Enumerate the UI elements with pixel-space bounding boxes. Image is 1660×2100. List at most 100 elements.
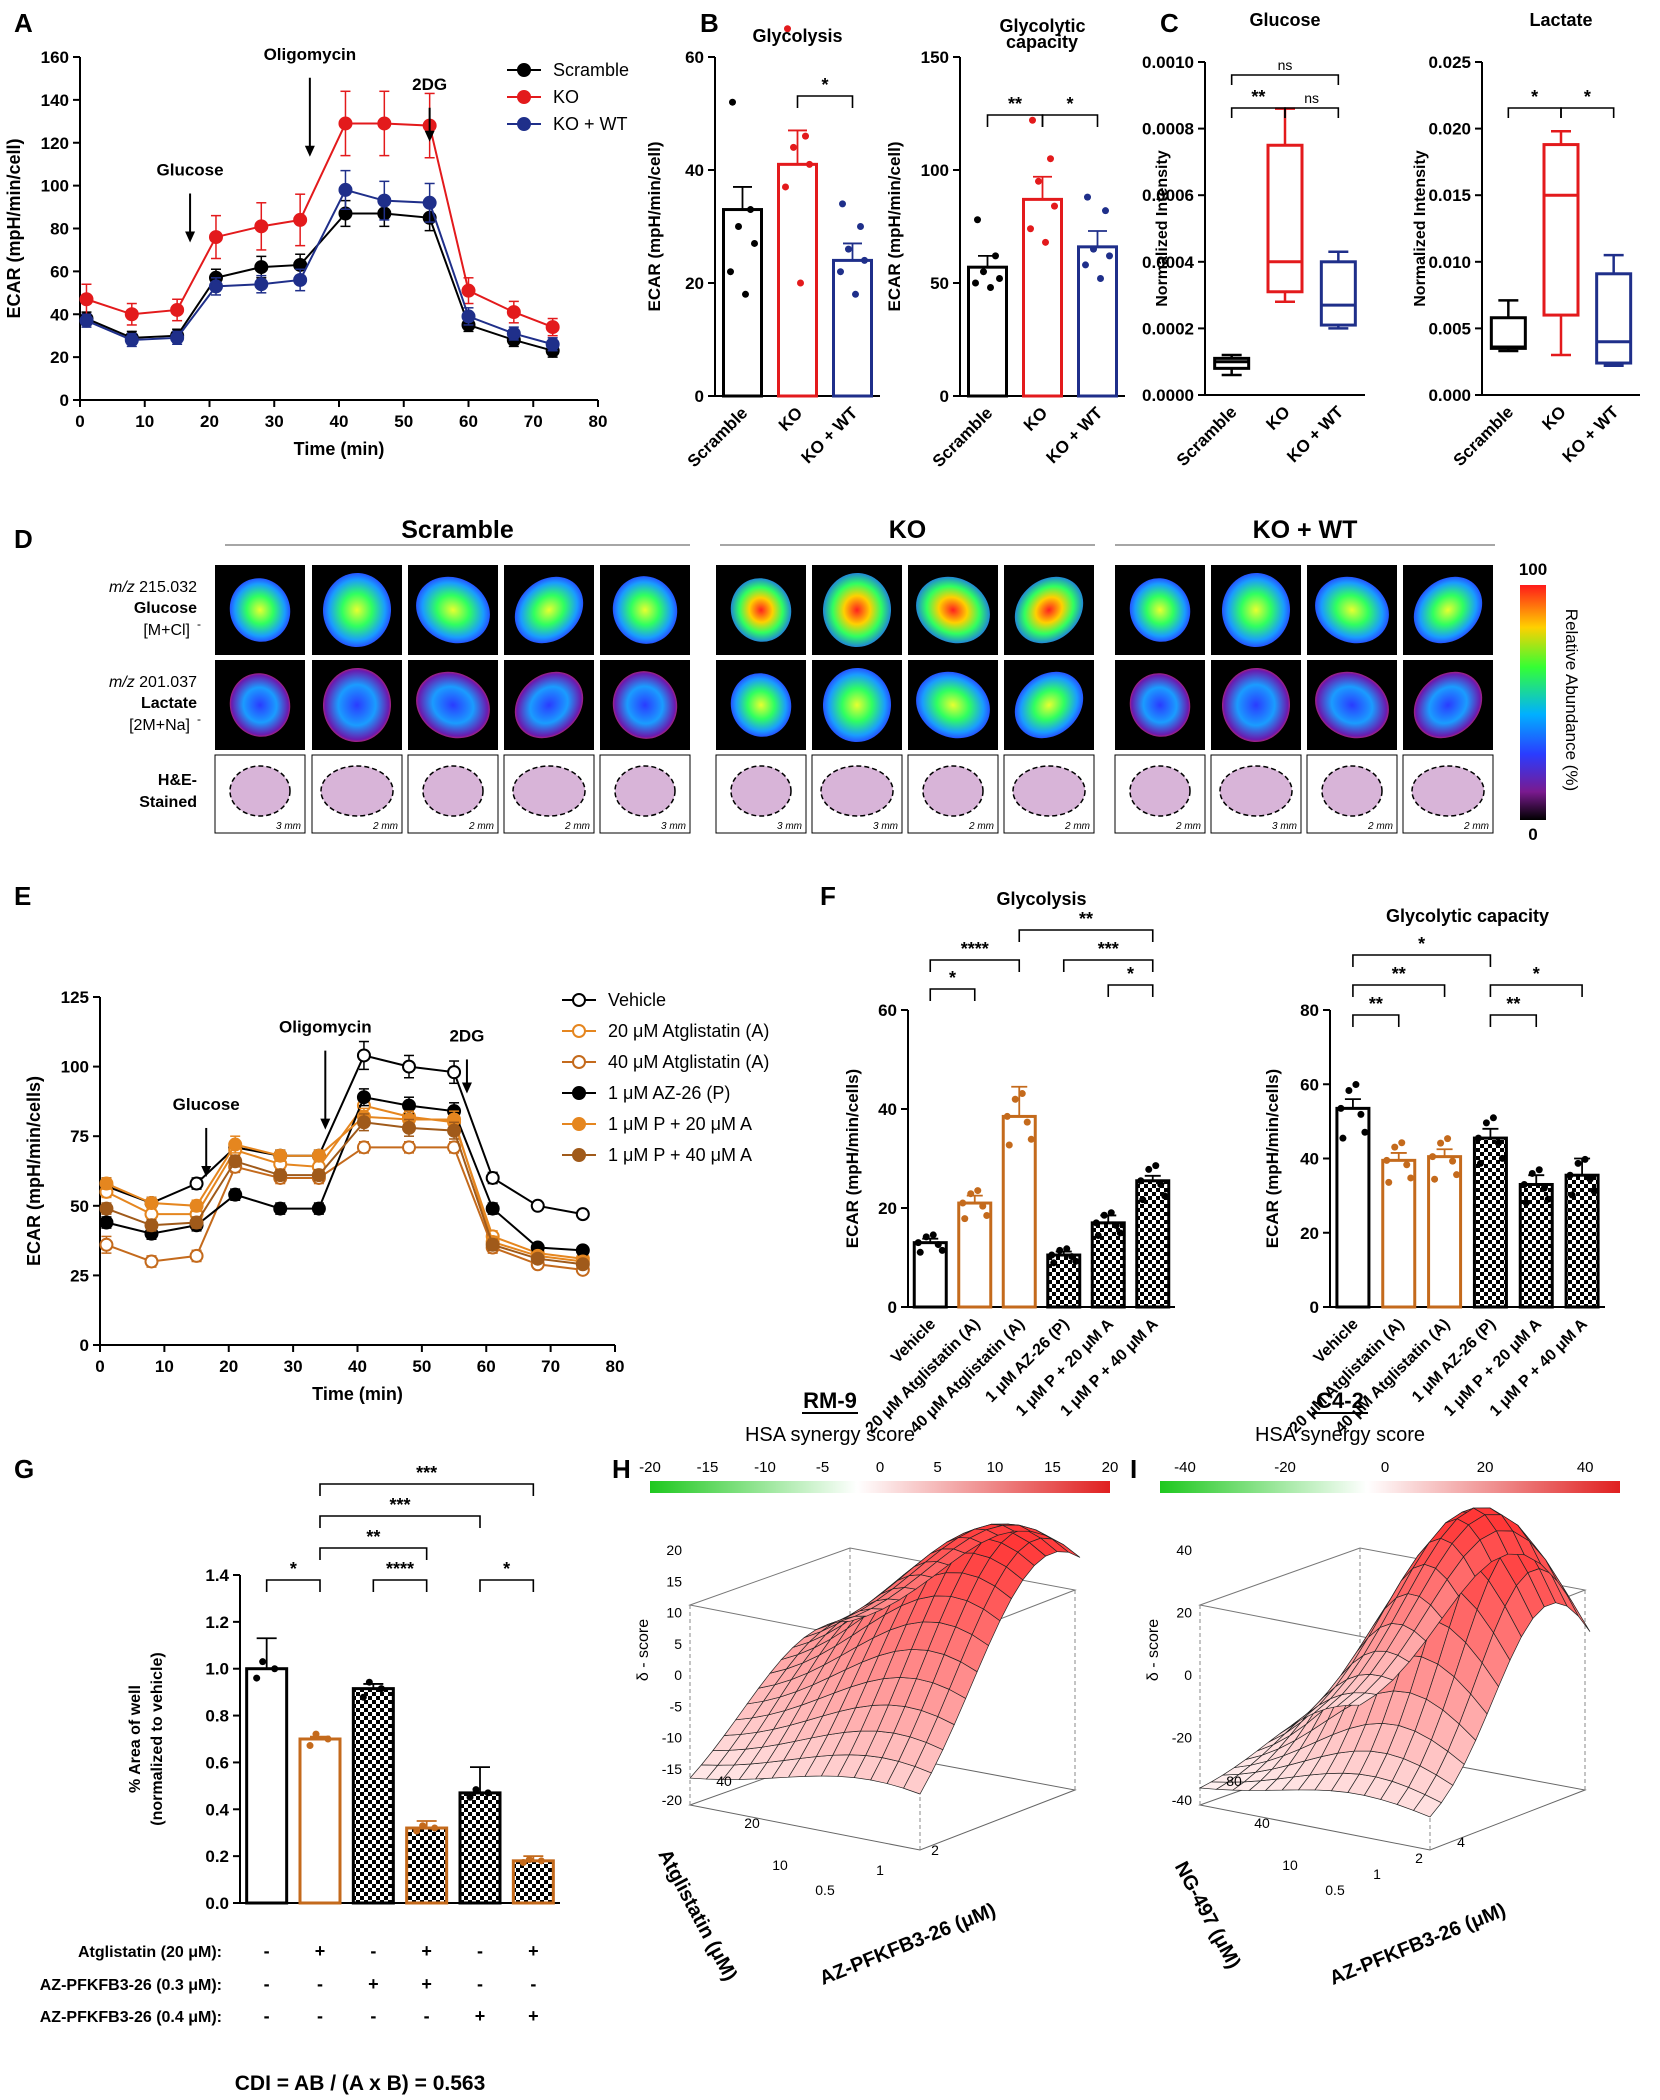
annotation-label: 2DG [449, 1026, 484, 1045]
colorbar-tick: -40 [1174, 1459, 1196, 1476]
annotation-label: Oligomycin [264, 45, 357, 64]
data-point [311, 1201, 326, 1216]
z-tick-label: 10 [666, 1605, 682, 1621]
data-point [782, 183, 789, 191]
data-point [312, 1730, 320, 1738]
colorbar-tick: -15 [697, 1459, 719, 1476]
x-tick-label: 40 [348, 1357, 367, 1376]
tissue-signal [822, 573, 892, 647]
y-tick-label: 10 [772, 1857, 788, 1873]
panel-A-y-tick-label: 120 [41, 134, 69, 153]
data-point [992, 252, 999, 260]
data-point [575, 1257, 590, 1272]
condition-sign: + [315, 1941, 326, 1961]
y-tick-label: 40 [1254, 1815, 1270, 1831]
x-tick-label: 50 [394, 412, 413, 431]
row-label-mz: m/z 201.037 [109, 674, 197, 691]
data-point [1102, 207, 1109, 215]
bar [1564, 1173, 1600, 1309]
x-tick-label: 70 [541, 1357, 560, 1376]
x-tick-label: 2 [1415, 1850, 1423, 1866]
data-point [1029, 116, 1036, 124]
data-point [983, 1212, 991, 1220]
cube-top [1198, 1547, 1587, 1651]
significance-label: * [1584, 87, 1591, 107]
significance-bracket [372, 1579, 428, 1592]
data-point [485, 1170, 500, 1185]
data-point [254, 277, 269, 292]
x-axis-label: Time (min) [312, 1384, 403, 1404]
data-point [575, 1207, 590, 1222]
data-point [525, 1856, 533, 1864]
panel-G-y-tick-label: 0.2 [205, 1847, 229, 1866]
data-point [1528, 1169, 1536, 1177]
panel-A-y-tick-label: 100 [41, 177, 69, 196]
data-point [99, 1215, 114, 1230]
data-point [1449, 1157, 1457, 1165]
data-point [431, 1824, 439, 1832]
panel-C1-y-tick-label: 0.0008 [1142, 120, 1194, 139]
colorbar-tick: 20 [1477, 1459, 1494, 1476]
y-axis-label: % Area of well [127, 1685, 144, 1793]
tissue-signal [1014, 671, 1084, 739]
panel-C1-y-tick-label: 0.0000 [1142, 386, 1194, 405]
data-point [1590, 1187, 1598, 1195]
he-tissue [1129, 765, 1191, 817]
y-tick-label: 10 [1282, 1857, 1298, 1873]
bar [1077, 245, 1118, 398]
panel-letter: H [612, 1454, 631, 1484]
data-point [273, 1168, 288, 1183]
colorbar-tick: 0 [1381, 1459, 1389, 1476]
condition-sign: - [530, 1974, 536, 1994]
panel-C2-y-tick-label: 0.025 [1428, 53, 1471, 72]
colorbar-tick: 20 [1102, 1459, 1119, 1476]
significance-label: * [290, 1559, 297, 1579]
y-axis-label: ECAR (mpH/min/cell) [645, 141, 664, 311]
data-point [934, 1241, 942, 1249]
data-point [1051, 202, 1058, 210]
data-point [506, 305, 521, 320]
y-tick-label: 80 [1226, 1773, 1242, 1789]
significance-label: **** [961, 939, 989, 959]
data-point [338, 116, 353, 131]
tissue-signal [612, 576, 678, 644]
data-point [806, 160, 813, 168]
panel-letter: A [14, 8, 33, 38]
significance-bracket [1352, 1014, 1400, 1027]
data-point [1003, 1112, 1011, 1120]
colorbar-tick: 15 [1044, 1459, 1061, 1476]
tissue-signal [1315, 671, 1389, 739]
bar [722, 208, 763, 398]
tissue-signal [229, 578, 291, 642]
x-tick-label: 0 [75, 412, 84, 431]
significance-bracket [1107, 984, 1154, 997]
data-point [99, 1176, 114, 1191]
panel-G-y-tick-label: 1.2 [205, 1613, 229, 1632]
significance-label: * [1418, 934, 1425, 954]
panel-C2-y-tick-label: 0.005 [1428, 319, 1471, 338]
data-point [967, 1190, 975, 1198]
data-point [402, 1140, 416, 1155]
data-point [751, 239, 758, 247]
data-point [545, 320, 560, 335]
data-point [124, 307, 139, 322]
arrow-head [461, 1082, 472, 1094]
data-point [228, 1137, 243, 1152]
data-point [929, 1231, 937, 1239]
category-label: KO + WT [1042, 403, 1106, 467]
panel-G-y-tick-label: 1.4 [205, 1566, 229, 1585]
data-point [273, 1148, 288, 1163]
panel-F1-y-tick-label: 40 [878, 1100, 897, 1119]
legend-label: KO + WT [553, 114, 628, 134]
data-point [484, 1789, 492, 1797]
data-point [1094, 1231, 1102, 1239]
data-point [485, 1237, 500, 1252]
series-line [86, 122, 554, 329]
data-point [1586, 1175, 1594, 1183]
data-point [797, 279, 804, 287]
y-tick-label: 40 [716, 1773, 732, 1789]
data-point [1581, 1155, 1589, 1163]
data-point [972, 279, 979, 287]
